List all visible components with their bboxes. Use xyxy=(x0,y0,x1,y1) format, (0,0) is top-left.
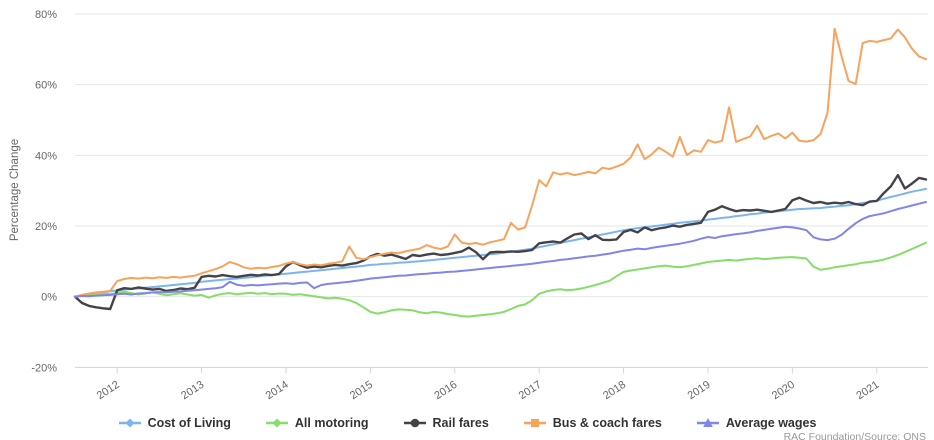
legend-item-rail-fares[interactable]: Rail fares xyxy=(403,416,489,430)
x-tick-label: 2020 xyxy=(770,379,797,402)
legend-item-average-wages[interactable]: Average wages xyxy=(696,416,817,430)
x-tick-label: 2012 xyxy=(95,379,122,402)
x-tick-label: 2014 xyxy=(264,379,291,402)
chart-legend: Cost of Living All motoring Rail fares Bus … xyxy=(0,410,934,436)
x-tick-label: 2016 xyxy=(432,379,459,402)
series-line-all-motoring xyxy=(74,241,927,318)
y-tick-label: 60% xyxy=(35,80,57,92)
y-tick-label: -20% xyxy=(31,362,57,374)
x-tick-label: 2015 xyxy=(348,379,375,402)
legend-marker-triangle-icon xyxy=(696,418,719,427)
legend-marker-circle-icon xyxy=(403,418,426,428)
legend-label: Average wages xyxy=(725,416,817,430)
x-tick-label: 2013 xyxy=(179,379,206,402)
chart-plot-area: 80% 60% 40% 20% 0% -20% 2012 2013 2014 2015 2016 20… xyxy=(9,9,928,402)
legend-label: All motoring xyxy=(294,416,369,430)
legend-label: Rail fares xyxy=(432,416,489,430)
y-tick-label: 80% xyxy=(35,9,57,21)
legend-label: Bus & coach fares xyxy=(552,416,662,430)
axes: 80% 60% 40% 20% 0% -20% 2012 2013 2014 2015 2016 20… xyxy=(31,9,928,402)
gridlines xyxy=(75,13,928,368)
source-attribution: RAC Foundation/Source: ONS xyxy=(783,431,926,440)
y-tick-label: 20% xyxy=(35,221,57,233)
legend-item-bus-coach-fares[interactable]: Bus & coach fares xyxy=(523,416,662,430)
y-tick-label: 40% xyxy=(35,150,57,162)
legend-marker-square-icon xyxy=(523,419,546,427)
series-lines xyxy=(73,27,928,318)
series-line-bus-coach-fares xyxy=(74,27,927,298)
x-tick-label: 2017 xyxy=(517,379,544,402)
legend-item-all-motoring[interactable]: All motoring xyxy=(265,416,369,430)
series-line-average-wages xyxy=(74,201,927,298)
y-axis-title: Percentage Change xyxy=(9,139,21,241)
x-tick-label: 2018 xyxy=(601,379,628,402)
y-tick-label: 0% xyxy=(41,292,57,304)
series-line-rail-fares xyxy=(73,173,928,311)
legend-marker-diamond-icon xyxy=(118,418,141,428)
series-line-cost-of-living xyxy=(74,187,927,298)
x-tick-label: 2019 xyxy=(686,379,713,402)
legend-item-cost-of-living[interactable]: Cost of Living xyxy=(118,416,231,430)
legend-label: Cost of Living xyxy=(147,416,231,430)
x-tick-label: 2021 xyxy=(854,379,881,402)
legend-marker-diamond-icon xyxy=(265,418,288,428)
